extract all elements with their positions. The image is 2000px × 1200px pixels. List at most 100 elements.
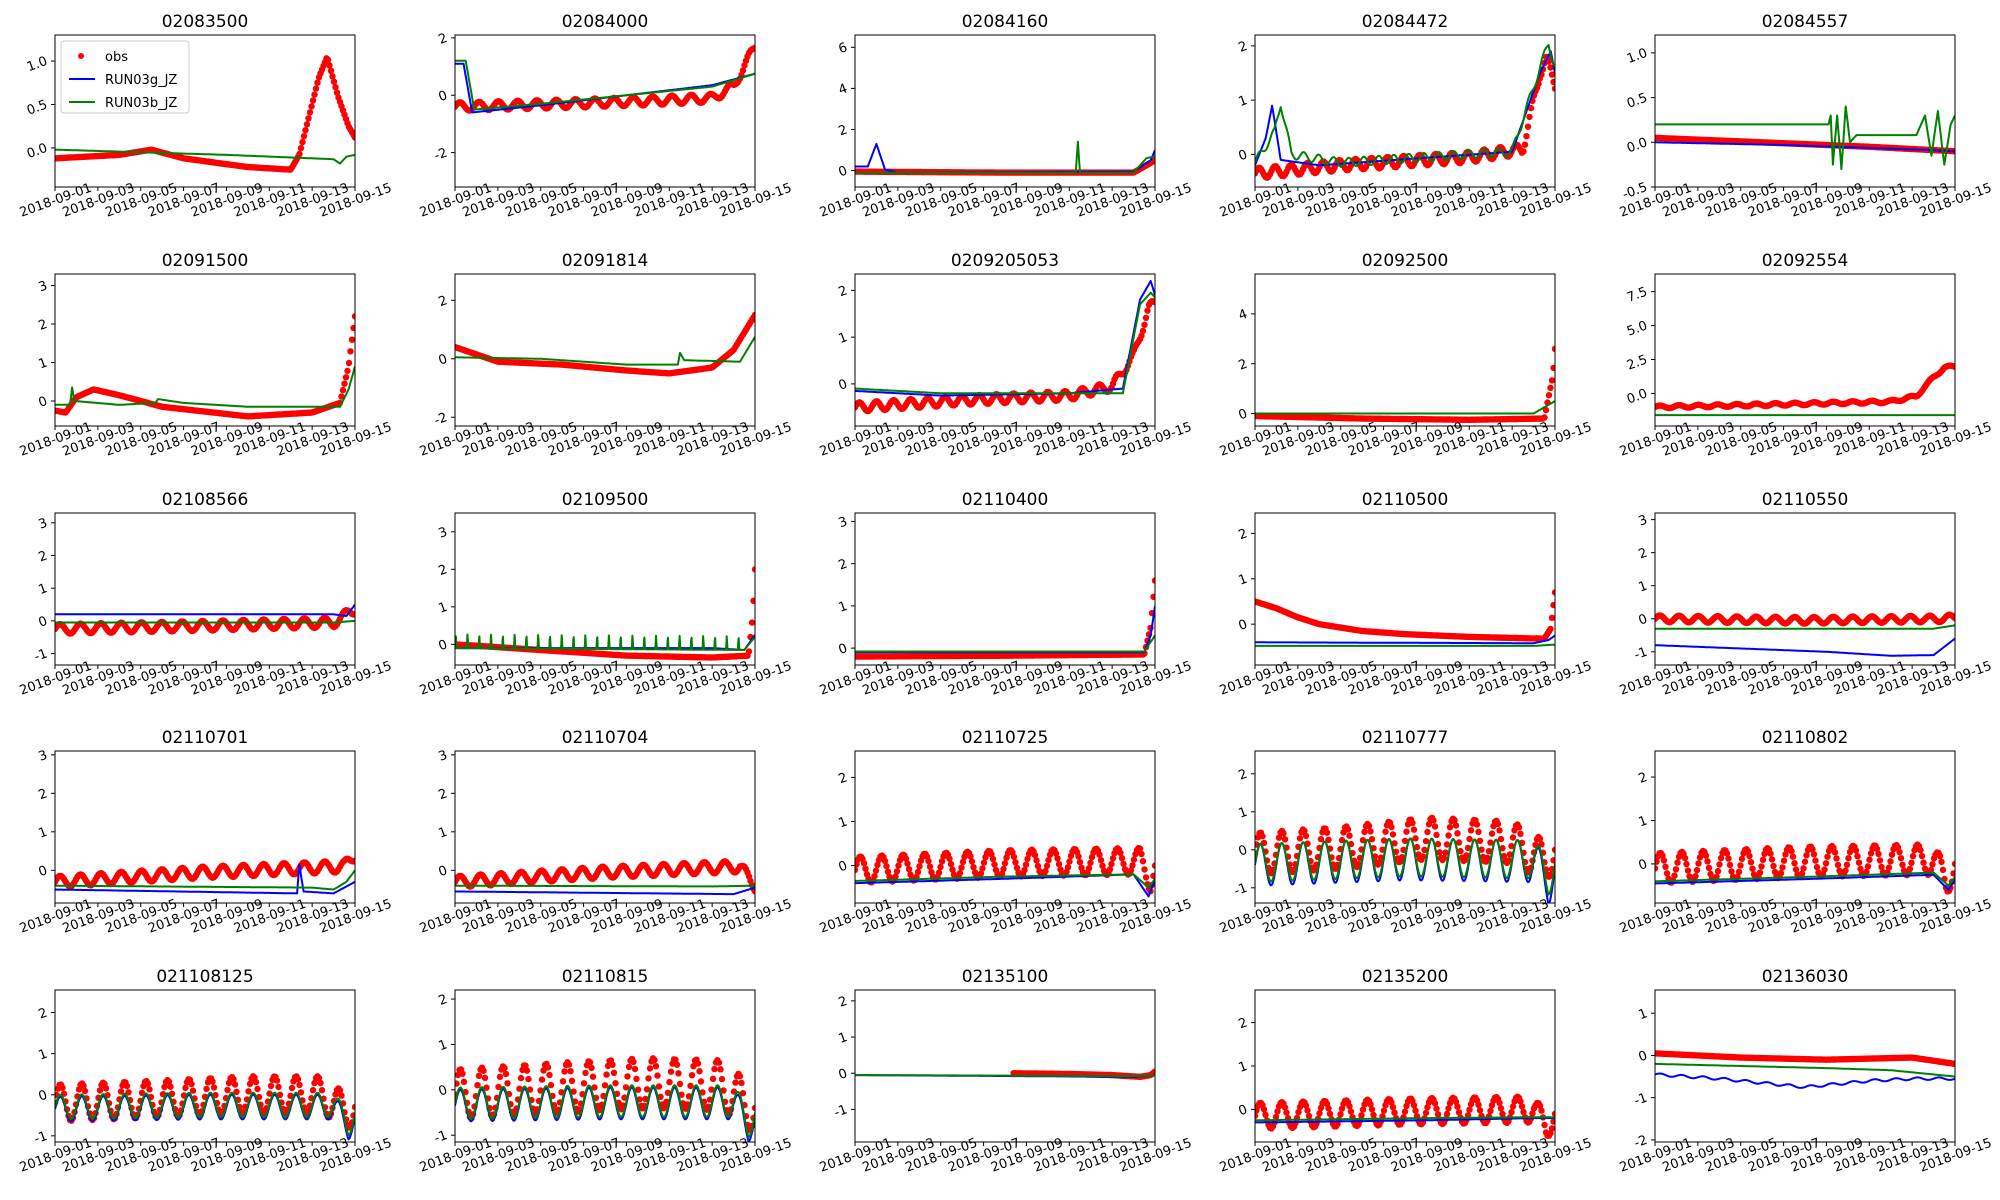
- series-obs: [855, 844, 1155, 895]
- obs-point: [568, 1077, 576, 1085]
- panel-02110725: 021107250122018-09-012018-09-032018-09-0…: [818, 728, 1194, 937]
- y-tick-label: 2: [437, 31, 450, 48]
- obs-point: [1452, 822, 1460, 829]
- obs-point: [1550, 601, 1555, 609]
- obs-point: [296, 1081, 303, 1089]
- obs-point: [1109, 855, 1117, 862]
- obs-point: [1150, 593, 1155, 600]
- y-tick-label: 4: [837, 81, 850, 98]
- series-RUN03g_JZ: [855, 142, 1155, 174]
- obs-point: [210, 1084, 218, 1091]
- y-tick-label: 3: [37, 278, 50, 295]
- y-tick-label: 0: [37, 863, 50, 880]
- y-tick-label: 0.5: [1625, 91, 1650, 112]
- obs-point: [1478, 846, 1485, 853]
- plot-area: [1255, 589, 1555, 647]
- obs-point: [1398, 854, 1406, 861]
- obs-point: [1517, 830, 1524, 837]
- obs-point: [739, 67, 747, 74]
- obs-point: [273, 1077, 281, 1084]
- obs-point: [326, 62, 333, 69]
- obs-point: [1875, 850, 1882, 858]
- obs-point: [306, 109, 314, 116]
- obs-point: [297, 144, 305, 152]
- obs-point: [1409, 819, 1416, 827]
- obs-point: [1296, 835, 1304, 842]
- series-obs: [455, 858, 755, 895]
- y-tick-label: 2: [837, 770, 850, 787]
- obs-point: [1950, 870, 1955, 877]
- y-tick-label: 0: [37, 614, 50, 631]
- obs-point: [1728, 868, 1735, 875]
- axes-frame: [454, 34, 756, 188]
- axes-frame: [454, 750, 756, 904]
- axes-frame: [54, 34, 356, 188]
- obs-point: [1809, 846, 1816, 853]
- plot-area: [55, 55, 355, 173]
- legend-label: obs: [105, 50, 128, 65]
- obs-point: [1845, 855, 1852, 862]
- obs-point: [1434, 840, 1442, 848]
- obs-point: [1368, 836, 1376, 843]
- obs-point: [612, 1080, 619, 1087]
- obs-point: [855, 866, 859, 874]
- obs-point: [1494, 820, 1502, 828]
- obs-point: [1749, 865, 1756, 872]
- obs-point: [1087, 859, 1094, 866]
- series-RUN03b_JZ: [1655, 871, 1955, 887]
- obs-point: [254, 1085, 261, 1093]
- obs-point: [1043, 862, 1051, 870]
- obs-point: [1852, 847, 1860, 854]
- obs-point: [1833, 855, 1840, 862]
- obs-point: [633, 1075, 640, 1083]
- y-tick-label: 1: [437, 825, 450, 842]
- y-tick-label: 2: [1237, 39, 1250, 56]
- obs-point: [1810, 851, 1818, 858]
- obs-point: [1951, 615, 1955, 622]
- obs-point: [1792, 866, 1800, 873]
- obs-point: [1873, 845, 1881, 852]
- plot-area: [855, 140, 1155, 176]
- obs-point: [1789, 853, 1797, 860]
- obs-point: [958, 864, 965, 871]
- obs-point: [522, 1062, 529, 1069]
- obs-point: [299, 138, 306, 146]
- obs-point: [1867, 850, 1875, 857]
- obs-point: [1545, 392, 1553, 399]
- obs-point: [610, 1069, 618, 1077]
- obs-point: [1801, 858, 1809, 865]
- axes-frame: [54, 512, 356, 666]
- obs-point: [297, 1089, 305, 1096]
- obs-point: [1138, 332, 1145, 339]
- obs-point: [1451, 817, 1458, 824]
- y-tick-label: 2: [37, 786, 50, 803]
- series-obs: [55, 855, 355, 890]
- obs-point: [1520, 148, 1527, 155]
- panel-02084472: 020844720122018-09-012018-09-032018-09-0…: [1218, 12, 1594, 221]
- obs-point: [1547, 64, 1554, 71]
- obs-point: [1446, 824, 1454, 831]
- obs-point: [884, 868, 892, 875]
- y-tick-label: -1: [32, 1129, 49, 1148]
- obs-point: [1756, 869, 1764, 876]
- plot-area: [55, 855, 355, 895]
- y-tick-label: 3: [837, 514, 850, 531]
- obs-point: [651, 1056, 658, 1064]
- obs-point: [601, 1082, 609, 1089]
- obs-point: [1737, 862, 1744, 869]
- series-RUN03g_JZ: [855, 605, 1155, 654]
- obs-point: [959, 858, 967, 866]
- obs-point: [123, 1082, 131, 1090]
- obs-point: [1440, 854, 1448, 862]
- y-tick-label: 0: [37, 1088, 50, 1105]
- y-tick-label: -1: [1232, 881, 1249, 900]
- obs-point: [1672, 866, 1680, 873]
- obs-point: [547, 1081, 555, 1089]
- obs-point: [1389, 831, 1397, 838]
- obs-point: [980, 859, 988, 866]
- obs-point: [1473, 821, 1481, 828]
- panel-title: 02110500: [1362, 490, 1449, 510]
- y-tick-label: 1.0: [25, 54, 50, 75]
